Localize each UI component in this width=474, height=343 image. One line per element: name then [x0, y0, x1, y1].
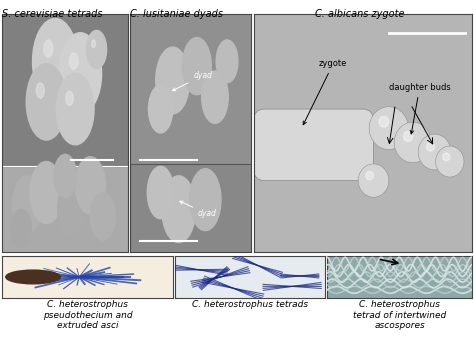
- Circle shape: [54, 154, 76, 197]
- Circle shape: [56, 73, 94, 145]
- Circle shape: [182, 38, 211, 95]
- Circle shape: [148, 85, 173, 133]
- Circle shape: [36, 83, 45, 98]
- Circle shape: [75, 157, 105, 214]
- Text: C. albicans zygote: C. albicans zygote: [316, 9, 405, 19]
- Circle shape: [418, 134, 451, 170]
- Circle shape: [90, 192, 116, 240]
- Circle shape: [443, 153, 450, 161]
- Text: dyad: dyad: [180, 201, 217, 218]
- Circle shape: [190, 169, 221, 230]
- Circle shape: [358, 164, 389, 197]
- Text: C. heterostrophus
tetrad of intertwined
ascospores: C. heterostrophus tetrad of intertwined …: [353, 300, 446, 330]
- Circle shape: [26, 64, 66, 140]
- Circle shape: [91, 40, 96, 48]
- Circle shape: [30, 162, 63, 224]
- Circle shape: [201, 71, 228, 123]
- Circle shape: [44, 40, 53, 57]
- Circle shape: [156, 47, 190, 114]
- Circle shape: [33, 19, 78, 104]
- Text: zygote: zygote: [303, 59, 347, 125]
- Circle shape: [379, 116, 389, 127]
- Text: daughter buds: daughter buds: [389, 83, 450, 134]
- Circle shape: [66, 91, 73, 106]
- Circle shape: [403, 131, 413, 141]
- Circle shape: [394, 122, 431, 163]
- Text: C. heterostrophus tetrads: C. heterostrophus tetrads: [192, 300, 308, 309]
- Circle shape: [6, 270, 60, 284]
- Circle shape: [59, 33, 101, 114]
- Circle shape: [58, 183, 85, 235]
- Circle shape: [216, 40, 238, 83]
- Circle shape: [427, 142, 435, 151]
- Circle shape: [12, 176, 43, 233]
- Circle shape: [147, 166, 174, 219]
- Text: C. lusitaniae dyads: C. lusitaniae dyads: [130, 9, 223, 19]
- Text: C. heterostrophus
pseudothecium and
extruded asci: C. heterostrophus pseudothecium and extr…: [43, 300, 133, 330]
- Text: S. cerevisiae tetrads: S. cerevisiae tetrads: [2, 9, 103, 19]
- Circle shape: [366, 172, 374, 180]
- FancyBboxPatch shape: [254, 109, 374, 180]
- Text: dyad: dyad: [173, 71, 212, 91]
- Circle shape: [87, 31, 107, 69]
- Circle shape: [436, 146, 464, 177]
- Circle shape: [369, 107, 409, 150]
- Circle shape: [11, 209, 31, 247]
- Circle shape: [70, 53, 78, 69]
- Circle shape: [162, 176, 196, 243]
